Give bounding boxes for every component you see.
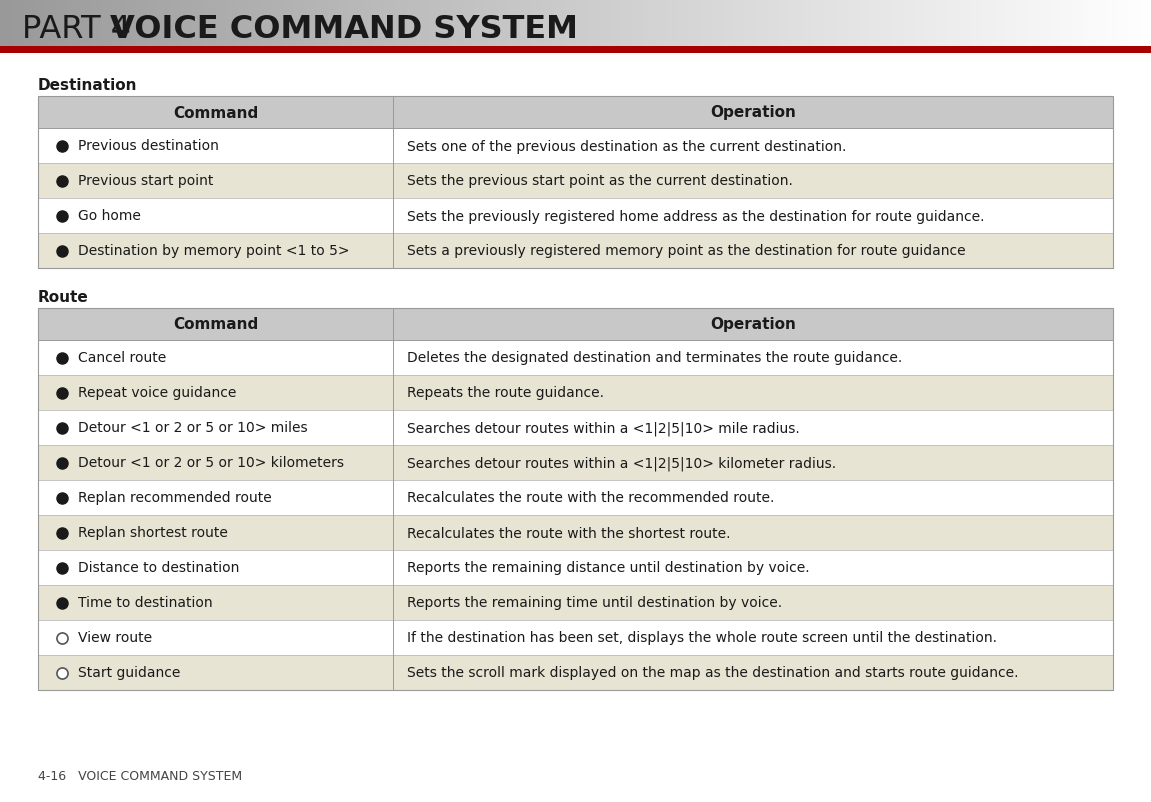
- Text: Destination by memory point <1 to 5>: Destination by memory point <1 to 5>: [78, 244, 350, 258]
- Bar: [38, 309, 1113, 341]
- Text: Command: Command: [173, 317, 258, 332]
- Text: Detour <1 or 2 or 5 or 10> kilometers: Detour <1 or 2 or 5 or 10> kilometers: [78, 456, 344, 470]
- Bar: [38, 516, 1113, 550]
- Text: Replan shortest route: Replan shortest route: [78, 526, 228, 540]
- Bar: [38, 97, 1113, 129]
- Text: Searches detour routes within a <1|2|5|10> mile radius.: Searches detour routes within a <1|2|5|1…: [407, 421, 800, 435]
- Bar: [38, 550, 1113, 585]
- Text: Cancel route: Cancel route: [78, 351, 166, 365]
- Text: Previous start point: Previous start point: [78, 174, 213, 188]
- Bar: [38, 655, 1113, 691]
- Text: Recalculates the route with the shortest route.: Recalculates the route with the shortest…: [407, 526, 731, 540]
- Text: Time to destination: Time to destination: [78, 596, 213, 610]
- Text: Go home: Go home: [78, 209, 140, 223]
- Text: Previous destination: Previous destination: [78, 140, 219, 153]
- Text: 4-16   VOICE COMMAND SYSTEM: 4-16 VOICE COMMAND SYSTEM: [38, 770, 242, 783]
- Bar: [38, 199, 1113, 233]
- Bar: [38, 411, 1113, 445]
- Bar: [38, 129, 1113, 164]
- Text: Reports the remaining time until destination by voice.: Reports the remaining time until destina…: [407, 596, 783, 610]
- Bar: [38, 620, 1113, 655]
- Text: Repeats the route guidance.: Repeats the route guidance.: [407, 386, 604, 400]
- Text: Searches detour routes within a <1|2|5|10> kilometer radius.: Searches detour routes within a <1|2|5|1…: [407, 456, 836, 470]
- Text: Operation: Operation: [710, 317, 796, 332]
- Bar: [38, 375, 1113, 411]
- Text: If the destination has been set, displays the whole route screen until the desti: If the destination has been set, display…: [407, 630, 997, 645]
- Bar: [38, 585, 1113, 620]
- Text: Replan recommended route: Replan recommended route: [78, 491, 272, 505]
- Text: Route: Route: [38, 290, 89, 305]
- Text: Recalculates the route with the recommended route.: Recalculates the route with the recommen…: [407, 491, 775, 505]
- Text: Sets the previously registered home address as the destination for route guidanc: Sets the previously registered home addr…: [407, 209, 984, 223]
- Text: PART 4: PART 4: [22, 14, 151, 46]
- Text: Sets the scroll mark displayed on the map as the destination and starts route gu: Sets the scroll mark displayed on the ma…: [407, 666, 1019, 679]
- Bar: [38, 341, 1113, 375]
- Text: Distance to destination: Distance to destination: [78, 561, 239, 575]
- Text: Repeat voice guidance: Repeat voice guidance: [78, 386, 236, 400]
- Bar: [38, 445, 1113, 480]
- Bar: [38, 97, 1113, 269]
- Text: Sets one of the previous destination as the current destination.: Sets one of the previous destination as …: [407, 140, 846, 153]
- Bar: [38, 480, 1113, 516]
- Bar: [38, 164, 1113, 199]
- Text: Command: Command: [173, 105, 258, 120]
- Text: VOICE COMMAND SYSTEM: VOICE COMMAND SYSTEM: [110, 14, 578, 46]
- Text: Deletes the designated destination and terminates the route guidance.: Deletes the designated destination and t…: [407, 351, 902, 365]
- Text: Operation: Operation: [710, 105, 796, 120]
- Text: Sets the previous start point as the current destination.: Sets the previous start point as the cur…: [407, 174, 793, 188]
- Bar: [0, 47, 1151, 54]
- Text: Detour <1 or 2 or 5 or 10> miles: Detour <1 or 2 or 5 or 10> miles: [78, 421, 307, 435]
- Text: Start guidance: Start guidance: [78, 666, 181, 679]
- Bar: [38, 233, 1113, 269]
- Text: Sets a previously registered memory point as the destination for route guidance: Sets a previously registered memory poin…: [407, 244, 966, 258]
- Text: View route: View route: [78, 630, 152, 645]
- Bar: [38, 309, 1113, 691]
- Text: Reports the remaining distance until destination by voice.: Reports the remaining distance until des…: [407, 561, 809, 575]
- Text: Destination: Destination: [38, 78, 137, 93]
